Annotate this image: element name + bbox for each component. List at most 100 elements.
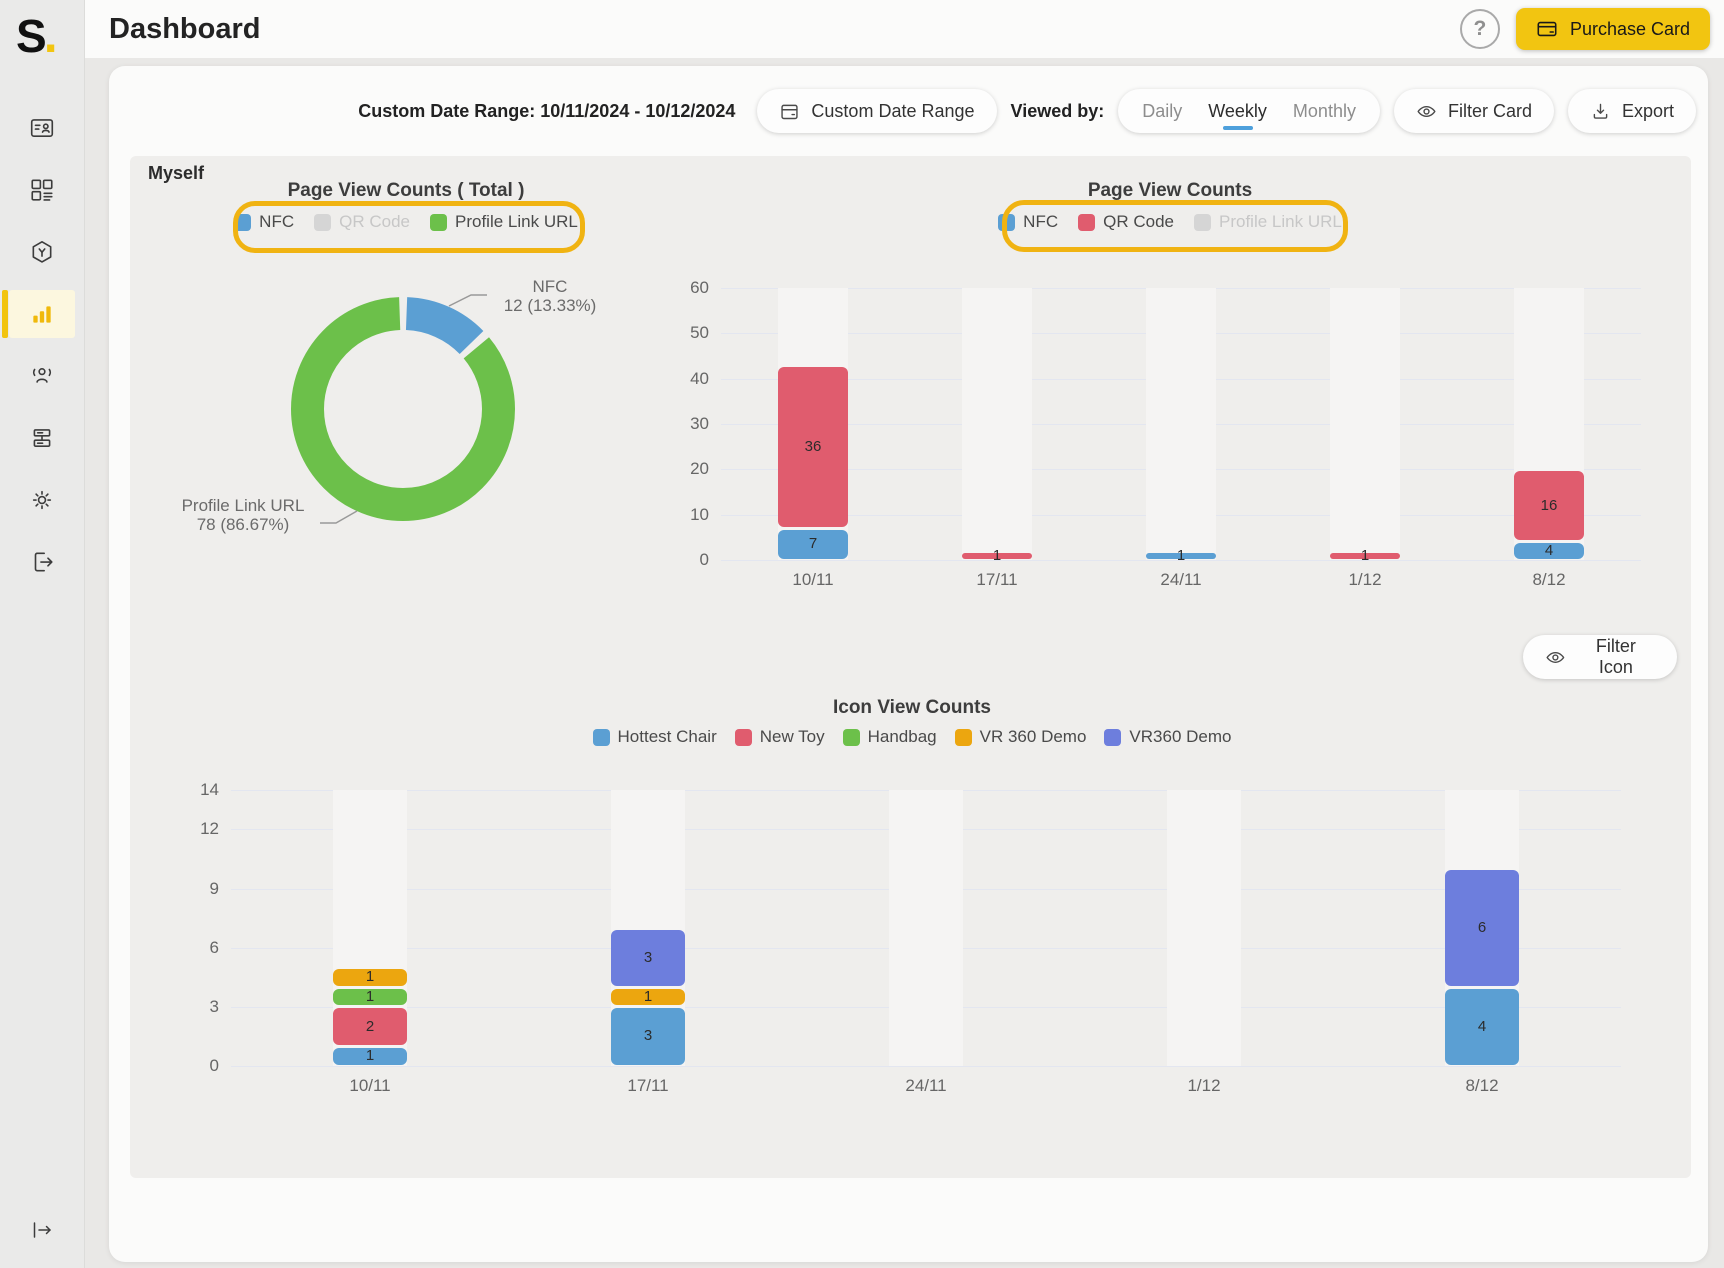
bar-segment: 1 [1330,548,1400,563]
content-area: Custom Date Range: 10/11/2024 - 10/12/20… [85,58,1724,1268]
sidebar-item-devices[interactable] [9,414,75,462]
donut-callout-profile-link: Profile Link URL 78 (86.67%) [148,496,338,534]
purchase-card-label: Purchase Card [1569,18,1690,39]
bar-segment: 7 [778,529,848,559]
legend-label: Profile Link URL [1219,212,1342,231]
legend-item[interactable]: Hottest Chair [592,727,717,747]
bar-segment: 3 [611,1008,685,1065]
download-icon [1593,103,1608,119]
legend-label: NFC [259,212,295,231]
brand-logo[interactable]: S. [16,7,58,63]
filter-card-button[interactable]: Filter Card [1393,89,1554,133]
y-tick-label: 9 [209,878,219,898]
filter-icon-button[interactable]: Filter Icon [1523,635,1677,679]
legend-item[interactable]: NFC [234,212,294,232]
tab-weekly[interactable]: Weekly [1208,89,1267,133]
x-tick-label: 8/12 [1465,1076,1499,1095]
page-view-bar-chart: 0 10 20 30 40 50 60 10/11 7 36 17/11 1 24/11 1 1/12 1 8/… [690,278,1641,589]
category-band [962,288,1032,560]
custom-date-range-button[interactable]: Custom Date Range [757,89,997,133]
export-button[interactable]: Export [1567,89,1696,133]
tab-daily[interactable]: Daily [1142,100,1183,121]
top-header: Dashboard ? Purchase Card [85,0,1724,58]
sidebar-collapse-button[interactable] [9,1206,75,1254]
legend-item[interactable]: Handbag [842,727,937,747]
x-tick-label: 10/11 [792,570,834,589]
legend-item[interactable]: Profile Link URL [1194,212,1342,232]
bar-segment: 36 [778,366,848,527]
y-tick-label: 20 [690,459,709,479]
legend-swatch [954,728,972,746]
filter-card-label: Filter Card [1447,100,1532,121]
sidebar-item-team[interactable] [9,352,75,400]
view-mode-segmented-control: Daily Weekly Monthly [1118,89,1380,133]
category-band [1167,790,1241,1066]
legend-swatch [592,728,610,746]
donut-slice-nfc [291,297,515,521]
settings-gear-icon [32,490,52,510]
custom-date-range-label: Custom Date Range [811,100,975,121]
legend-swatch [1194,213,1211,231]
logo-dot: . [43,7,58,63]
viewed-by-label: Viewed by: [1010,100,1105,121]
legend-label: Hottest Chair [617,727,717,746]
x-tick-label: 24/11 [905,1076,947,1095]
sidebar-item-contacts[interactable] [9,104,75,152]
legend-label: VR 360 Demo [979,727,1087,746]
donut-chart-title: Page View Counts ( Total ) [287,180,525,201]
analytics-bars-icon [33,306,51,323]
gridline [231,1066,1621,1067]
sidebar-item-products[interactable] [9,228,75,276]
legend-item[interactable]: New Toy [734,727,825,747]
y-tick-label: 60 [690,278,709,297]
toolbar: Custom Date Range: 10/11/2024 - 10/12/20… [109,66,1708,134]
bar-segment: 16 [1514,470,1584,541]
donut-slice-profile-link-url [291,297,515,521]
sidebar: S. [0,0,85,1268]
export-label: Export [1621,100,1674,121]
y-tick-label: 0 [699,550,709,569]
purchase-card-button[interactable]: Purchase Card [1515,8,1710,50]
page-view-legend: NFC QR Code Profile Link URL [998,212,1342,232]
legend-item[interactable]: NFC [998,212,1058,232]
legend-item[interactable]: QR Code [314,212,410,232]
bar-segment: 1 [333,968,407,986]
legend-item[interactable]: VR360 Demo [1104,727,1231,747]
help-button[interactable]: ? [1459,9,1500,49]
legend-swatch [314,213,332,231]
y-tick-label: 6 [209,937,219,957]
gridline [721,560,1641,561]
legend-label: Profile Link URL [455,212,578,231]
product-box-icon [32,241,52,263]
icon-view-legend: Hottest Chair New Toy Handbag VR 360 Demo VR… [592,727,1231,747]
icon-view-bar-chart: 0 3 6 9 12 14 10/11 1 2 1 1 17/11 3 1 3 24/11 1/12 8/12 4 6 [200,780,1621,1095]
legend-item[interactable]: QR Code [1078,212,1174,232]
category-band [1330,288,1400,560]
legend-item[interactable]: Profile Link URL [430,212,578,232]
y-tick-label: 3 [209,996,219,1016]
legend-item[interactable]: VR 360 Demo [954,727,1087,747]
bar-segment: 4 [1445,988,1519,1065]
x-tick-label: 8/12 [1532,570,1566,589]
bar-segment: 3 [611,929,685,986]
bar-segment: 1 [1146,548,1216,563]
charts-panel: Myself Page View Counts ( Total ) NFC QR … [130,156,1691,1178]
calendar-icon [781,104,799,119]
legend-swatch [1104,728,1122,746]
x-tick-label: 24/11 [1160,570,1202,589]
id-card-icon [30,119,54,137]
credit-card-icon [1537,21,1557,37]
sidebar-item-settings[interactable] [9,476,75,524]
logo-letter: S [16,10,47,62]
bar-segment: 1 [333,1047,407,1065]
y-tick-label: 0 [209,1056,219,1075]
legend-label: QR Code [1103,212,1174,231]
sidebar-item-modules[interactable] [9,166,75,214]
donut-legend: NFC QR Code Profile Link URL [226,212,586,232]
sidebar-item-analytics[interactable] [2,290,75,338]
tab-monthly[interactable]: Monthly [1292,100,1356,121]
legend-swatch [234,213,252,231]
sidebar-item-logout[interactable] [9,538,75,586]
y-tick-label: 12 [200,819,219,839]
